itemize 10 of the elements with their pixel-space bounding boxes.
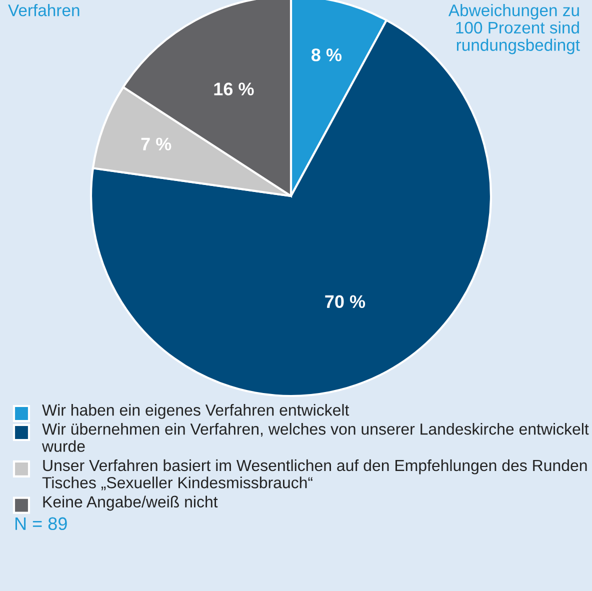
text: Abweichungen zu 100 Prozent sind rundungsbedingt (448, 4, 580, 54)
legend-label: Wir übernehmen ein Verfahren, welches von unserer Landeskirche entwickelt wurde (42, 423, 589, 452)
data-label: 16 % (214, 82, 254, 96)
text: N = 89 (15, 517, 67, 530)
data-label: 8 % (311, 48, 342, 62)
data-label: 70 % (325, 295, 366, 308)
text: Verfahren (8, 4, 80, 16)
legend-label: Keine Angabe/weiß nicht (43, 496, 218, 511)
legend-label: Wir haben ein eigenes Verfahren entwickelt (42, 404, 350, 419)
legend-label: Unser Verfahren basiert im Wesentlichen auf den Empfehlungen des Runden Tisches „Sexueller Kindesmissbrauch“ (42, 459, 587, 490)
